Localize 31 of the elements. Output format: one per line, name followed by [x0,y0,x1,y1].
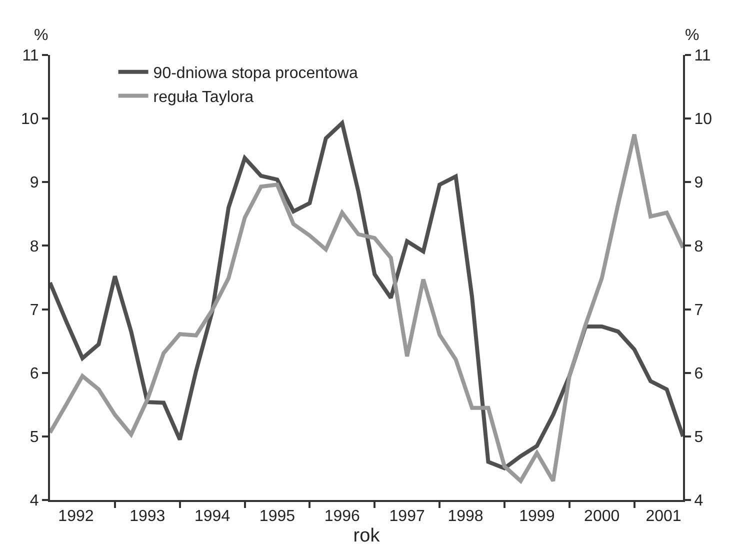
y2-tick-label: 10 [694,111,712,128]
x-tick-label: 1998 [448,508,484,526]
y-tick-label: 9 [30,174,39,192]
x-tick-label: 2000 [584,508,620,526]
y-tick-label: 7 [30,302,39,319]
legend-label: 90-dniowa stopa procentowa [153,65,358,82]
x-tick-label: 1993 [130,508,166,526]
y2-axis-title: % [685,27,700,44]
legend-label: reguła Taylora [153,88,254,106]
y2-tick-label: 11 [694,48,711,65]
y-tick-label: 11 [22,48,39,65]
x-axis-title: rok [353,526,380,546]
y2-tick-label: 7 [694,302,704,319]
x-tick-label: 1997 [389,508,425,526]
y-axis-title: % [34,27,48,44]
x-tick-label: 1996 [324,508,360,526]
y-tick-label: 4 [30,492,39,510]
y2-tick-label: 9 [694,174,704,192]
x-tick-label: 1992 [58,508,94,526]
y2-tick-label: 4 [694,492,704,510]
x-tick-label: 2001 [646,508,682,526]
x-tick-label: 1999 [519,508,555,526]
y-tick-label: 8 [30,238,39,256]
y-tick-label: 10 [21,111,39,128]
y2-tick-label: 5 [694,429,704,446]
x-tick-label: 1994 [194,508,230,526]
y2-tick-label: 8 [694,238,704,256]
x-tick-label: 1995 [259,508,296,526]
y-tick-label: 5 [30,429,39,446]
y-tick-label: 6 [30,365,39,382]
y2-tick-label: 6 [694,365,704,382]
